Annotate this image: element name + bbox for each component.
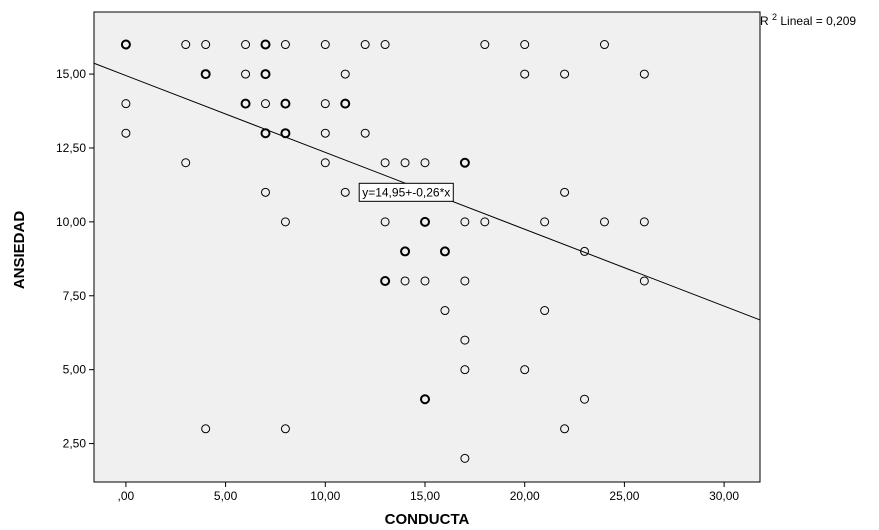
r-squared-superscript: 2: [772, 12, 777, 22]
scatter-point: [380, 217, 390, 227]
scatter-point: [460, 453, 470, 463]
scatter-point: [340, 187, 350, 197]
scatter-point: [380, 40, 390, 50]
scatter-point: [320, 128, 330, 138]
r-squared-prefix: R: [760, 14, 769, 28]
y-tick-label: 12,50: [56, 141, 86, 155]
scatter-point: [639, 217, 649, 227]
scatter-point: [241, 69, 251, 79]
scatter-point: [420, 158, 430, 168]
plot-area: [93, 11, 761, 483]
y-tick-label: 2,50: [63, 437, 87, 451]
x-tick-label: 20,00: [510, 489, 540, 503]
equation-box: [358, 182, 454, 202]
scatter-point: [360, 40, 370, 50]
scatter-point: [340, 98, 351, 109]
scatter-point: [120, 39, 131, 50]
x-tick-label: ,00: [118, 489, 135, 503]
scatter-point: [420, 276, 430, 286]
scatter-point: [540, 306, 550, 316]
scatter-point: [280, 217, 290, 227]
scatter-point: [280, 40, 290, 50]
equation-label: y=14,95+-0,26*x: [358, 182, 454, 202]
scatter-point: [181, 158, 191, 168]
y-tick-label: 15,00: [56, 67, 86, 81]
x-tick-label: 15,00: [410, 489, 440, 503]
x-tick-label: 10,00: [310, 489, 340, 503]
y-tick-label: 5,00: [63, 363, 87, 377]
scatter-point: [121, 128, 131, 138]
scatter-point: [400, 246, 411, 257]
scatter-point: [580, 246, 590, 256]
x-tick-label: 5,00: [214, 489, 238, 503]
scatter-point: [420, 216, 431, 227]
scatter-point: [520, 365, 530, 375]
scatter-point: [260, 187, 270, 197]
y-tick-label: 10,00: [56, 215, 86, 229]
x-tick-label: 30,00: [709, 489, 739, 503]
x-tick-label: 25,00: [609, 489, 639, 503]
y-tick-label: 7,50: [63, 289, 87, 303]
x-axis: ,00 5,00 10,00 15,00 20,00 25,00 30,00: [118, 482, 739, 503]
scatter-point: [460, 335, 470, 345]
scatter-point: [480, 217, 490, 227]
scatter-point: [520, 69, 530, 79]
scatter-point: [380, 275, 391, 286]
scatter-point: [520, 40, 530, 50]
scatter-point: [320, 40, 330, 50]
scatter-point: [560, 424, 570, 434]
scatter-point: [460, 217, 470, 227]
scatter-point: [241, 40, 251, 50]
y-axis-title: ANSIEDAD: [11, 211, 28, 290]
equation-text: y=14,95+-0,26*x: [362, 185, 450, 199]
scatter-point: [560, 187, 570, 197]
scatter-point: [459, 157, 470, 168]
scatter-point: [639, 276, 649, 286]
scatter-point: [260, 128, 271, 139]
scatter-point: [201, 424, 211, 434]
scatter-point: [260, 69, 271, 80]
x-axis-title: CONDUCTA: [385, 511, 470, 528]
scatter-point: [400, 158, 410, 168]
scatter-point: [460, 276, 470, 286]
scatter-point: [480, 40, 490, 50]
scatter-point: [260, 99, 270, 109]
r-squared-value: Lineal = 0,209: [780, 14, 856, 28]
scatter-point: [201, 40, 211, 50]
scatter-point: [280, 424, 290, 434]
r-squared-label: R 2 Lineal = 0,209: [760, 9, 856, 28]
scatter-point: [380, 158, 390, 168]
scatter-point: [439, 246, 450, 257]
scatter-point: [580, 394, 590, 404]
scatter-point: [260, 39, 271, 50]
scatter-point: [320, 158, 330, 168]
scatter-point: [200, 69, 211, 80]
data-points: [120, 39, 649, 463]
scatter-point: [320, 99, 330, 109]
scatter-point: [340, 69, 350, 79]
scatter-point: [599, 217, 609, 227]
scatter-point: [460, 365, 470, 375]
scatter-point: [420, 394, 431, 405]
scatter-point: [121, 99, 131, 109]
scatter-point: [240, 98, 251, 109]
scatter-point: [440, 306, 450, 316]
scatter-point: [360, 128, 370, 138]
scatter-point: [400, 276, 410, 286]
scatter-point: [280, 128, 291, 139]
scatter-point: [280, 98, 291, 109]
scatter-point: [560, 69, 570, 79]
scatter-point: [181, 40, 191, 50]
y-axis: 2,50 5,00 7,50 10,00 12,50 15,00: [56, 67, 94, 451]
scatter-point: [540, 217, 550, 227]
scatter-point: [639, 69, 649, 79]
scatter-point: [599, 40, 609, 50]
